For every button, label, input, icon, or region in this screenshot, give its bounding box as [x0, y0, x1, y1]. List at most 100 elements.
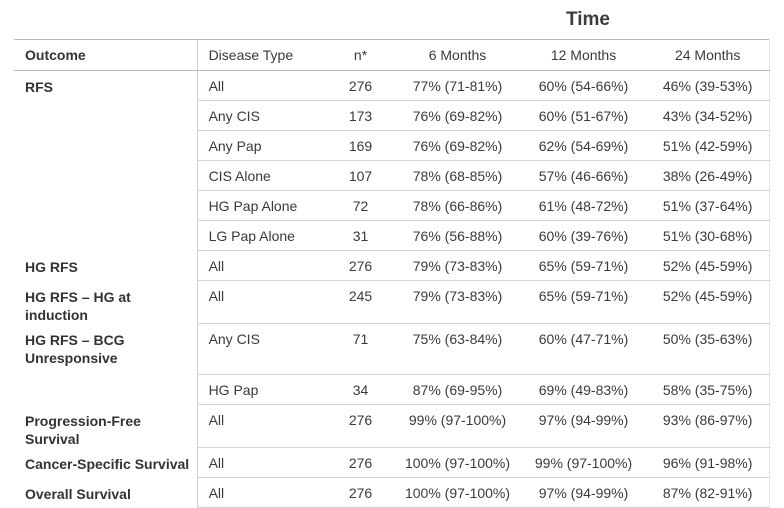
six-month-cell: 76% (56-88%): [394, 220, 521, 251]
table-row: Cancer-Specific Survival All 276 100% (9…: [14, 447, 771, 478]
table-row: RFS All 276 77% (71-81%) 60% (54-66%) 46…: [14, 70, 771, 101]
table-header-row: Outcome Disease Type n* 6 Months 12 Mont…: [14, 39, 771, 71]
six-month-cell: 100% (97-100%): [394, 447, 521, 478]
table-row: LG Pap Alone 31 76% (56-88%) 60% (39-76%…: [14, 220, 771, 251]
twenty-four-month-cell: 51% (37-64%): [646, 190, 771, 221]
column-header-12-months: 12 Months: [520, 39, 647, 71]
disease-type-cell: All: [196, 250, 327, 281]
twelve-month-cell: 62% (54-69%): [520, 130, 647, 161]
six-month-cell: 79% (73-83%): [394, 250, 521, 281]
twenty-four-month-cell: 96% (91-98%): [646, 447, 771, 478]
column-header-6-months: 6 Months: [394, 39, 521, 71]
table-row: Progression-Free Survival All 276 99% (9…: [14, 404, 771, 448]
column-header-24-months: 24 Months: [646, 39, 771, 71]
six-month-cell: 76% (69-82%): [394, 130, 521, 161]
twelve-month-cell: 65% (59-71%): [520, 280, 647, 324]
disease-type-cell: HG Pap: [196, 374, 327, 405]
twenty-four-month-cell: 87% (82-91%): [646, 477, 771, 508]
n-cell: 173: [326, 100, 395, 131]
outcome-cell: Progression-Free Survival: [25, 412, 141, 447]
outcome-cell: HG RFS: [25, 258, 78, 275]
n-cell: 71: [326, 323, 395, 375]
outcome-cell: [14, 221, 197, 251]
twenty-four-month-cell: 43% (34-52%): [646, 100, 771, 131]
twenty-four-month-cell: 46% (39-53%): [646, 70, 771, 101]
twenty-four-month-cell: 38% (26-49%): [646, 160, 771, 191]
table-row: CIS Alone 107 78% (68-85%) 57% (46-66%) …: [14, 160, 771, 191]
table-row: HG RFS All 276 79% (73-83%) 65% (59-71%)…: [14, 250, 771, 281]
disease-type-cell: All: [196, 70, 327, 101]
n-cell: 276: [326, 404, 395, 448]
twelve-month-cell: 69% (49-83%): [520, 374, 647, 405]
twelve-month-cell: 97% (94-99%): [520, 404, 647, 448]
outcome-cell: HG RFS – BCG Unresponsive: [25, 331, 125, 366]
table-row: Any CIS 173 76% (69-82%) 60% (51-67%) 43…: [14, 100, 771, 131]
twelve-month-cell: 60% (39-76%): [520, 220, 647, 251]
outcome-cell: [14, 131, 197, 161]
disease-type-cell: Any CIS: [196, 100, 327, 131]
twelve-month-cell: 57% (46-66%): [520, 160, 647, 191]
six-month-cell: 78% (68-85%): [394, 160, 521, 191]
n-cell: 276: [326, 70, 395, 101]
six-month-cell: 75% (63-84%): [394, 323, 521, 375]
twelve-month-cell: 65% (59-71%): [520, 250, 647, 281]
outcome-cell: [14, 375, 197, 405]
outcome-cell: HG RFS – HG at induction: [25, 288, 131, 323]
table-row: Any Pap 169 76% (69-82%) 62% (54-69%) 51…: [14, 130, 771, 161]
twenty-four-month-cell: 51% (42-59%): [646, 130, 771, 161]
outcome-cell: RFS: [25, 79, 53, 95]
disease-type-cell: All: [196, 447, 327, 478]
disease-type-cell: LG Pap Alone: [196, 220, 327, 251]
outcome-cell: [14, 191, 197, 221]
twenty-four-month-cell: 52% (45-59%): [646, 250, 771, 281]
disease-type-cell: CIS Alone: [196, 160, 327, 191]
twenty-four-month-cell: 93% (86-97%): [646, 404, 771, 448]
six-month-cell: 79% (73-83%): [394, 280, 521, 324]
table-row: Overall Survival All 276 100% (97-100%) …: [14, 477, 771, 508]
six-month-cell: 87% (69-95%): [394, 374, 521, 405]
disease-type-cell: All: [196, 404, 327, 448]
time-header: Time: [565, 9, 610, 30]
outcome-cell: Cancer-Specific Survival: [25, 455, 190, 472]
six-month-cell: 76% (69-82%): [394, 100, 521, 131]
six-month-cell: 78% (66-86%): [394, 190, 521, 221]
six-month-cell: 99% (97-100%): [394, 404, 521, 448]
outcomes-table: Outcome Disease Type n* 6 Months 12 Mont…: [14, 39, 771, 508]
twelve-month-cell: 60% (51-67%): [520, 100, 647, 131]
twelve-month-cell: 61% (48-72%): [520, 190, 647, 221]
twenty-four-month-cell: 58% (35-75%): [646, 374, 771, 405]
disease-type-cell: Any CIS: [196, 323, 327, 375]
n-cell: 245: [326, 280, 395, 324]
disease-type-cell: All: [196, 280, 327, 324]
twelve-month-cell: 60% (47-71%): [520, 323, 647, 375]
six-month-cell: 100% (97-100%): [394, 477, 521, 508]
twenty-four-month-cell: 52% (45-59%): [646, 280, 771, 324]
column-header-disease-type: Disease Type: [196, 39, 327, 71]
table-row: HG RFS – BCG Unresponsive Any CIS 71 75%…: [14, 323, 771, 375]
twelve-month-cell: 97% (94-99%): [520, 477, 647, 508]
outcome-cell: [14, 161, 197, 191]
twenty-four-month-cell: 51% (30-68%): [646, 220, 771, 251]
outcome-cell: [14, 101, 197, 131]
n-cell: 169: [326, 130, 395, 161]
table-row: HG Pap 34 87% (69-95%) 69% (49-83%) 58% …: [14, 374, 771, 405]
n-cell: 107: [326, 160, 395, 191]
n-cell: 276: [326, 447, 395, 478]
disease-type-cell: All: [196, 477, 327, 508]
table-row: HG RFS – HG at induction All 245 79% (73…: [14, 280, 771, 324]
twelve-month-cell: 60% (54-66%): [520, 70, 647, 101]
six-month-cell: 77% (71-81%): [394, 70, 521, 101]
twenty-four-month-cell: 50% (35-63%): [646, 323, 771, 375]
column-header-n: n*: [326, 39, 395, 71]
twelve-month-cell: 99% (97-100%): [520, 447, 647, 478]
disease-type-cell: Any Pap: [196, 130, 327, 161]
table-row: HG Pap Alone 72 78% (66-86%) 61% (48-72%…: [14, 190, 771, 221]
n-cell: 34: [326, 374, 395, 405]
n-cell: 276: [326, 250, 395, 281]
column-header-outcome: Outcome: [14, 39, 198, 71]
n-cell: 72: [326, 190, 395, 221]
n-cell: 276: [326, 477, 395, 508]
n-cell: 31: [326, 220, 395, 251]
outcome-cell: Overall Survival: [25, 485, 131, 502]
disease-type-cell: HG Pap Alone: [196, 190, 327, 221]
